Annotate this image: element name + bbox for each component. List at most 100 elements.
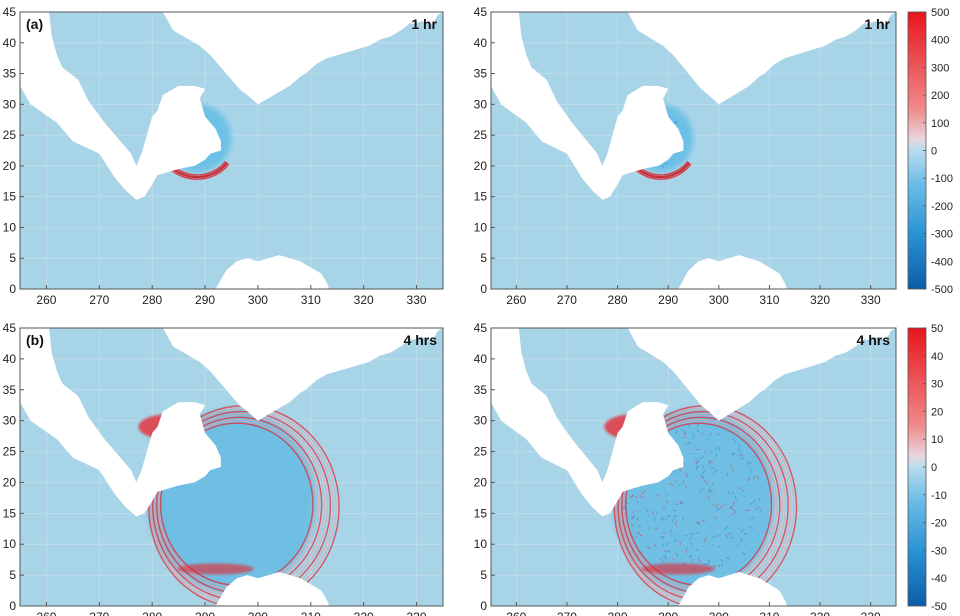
x-tick-label: 310 bbox=[759, 293, 779, 307]
x-tick-label: 290 bbox=[658, 610, 678, 616]
colorbar-tick-label: -40 bbox=[931, 573, 947, 585]
y-tick-label: 35 bbox=[3, 383, 17, 397]
y-tick-label: 40 bbox=[3, 36, 17, 50]
y-tick-label: 10 bbox=[3, 537, 17, 551]
colorbar-tick-label: 30 bbox=[931, 379, 943, 391]
y-tick-label: 20 bbox=[474, 475, 488, 489]
panel-label: (b) bbox=[26, 332, 44, 348]
x-tick-label: 260 bbox=[506, 293, 526, 307]
panel-2: 260 270 280 290 300 310 320 330 0 5 10 15 20 25 30 35 40… bbox=[474, 5, 896, 307]
x-tick-label: 300 bbox=[248, 293, 268, 307]
wave-filament bbox=[707, 438, 708, 440]
x-tick-label: 300 bbox=[709, 610, 729, 616]
x-tick-label: 270 bbox=[557, 293, 577, 307]
colorbar-tick-label: 500 bbox=[931, 7, 949, 19]
y-tick-label: 10 bbox=[474, 537, 488, 551]
panel-label: (a) bbox=[26, 16, 43, 32]
y-tick-label: 15 bbox=[3, 506, 17, 520]
y-tick-label: 15 bbox=[474, 506, 488, 520]
x-tick-label: 280 bbox=[608, 293, 628, 307]
y-tick-label: 15 bbox=[3, 190, 17, 204]
panel-3: 2602702802903003103203300510152025303540… bbox=[3, 321, 443, 616]
colorbar-tick-label: 20 bbox=[931, 406, 943, 418]
y-tick-label: 30 bbox=[474, 97, 488, 111]
y-tick-label: 0 bbox=[9, 282, 16, 296]
x-tick-label: 320 bbox=[810, 293, 830, 307]
y-tick-label: 20 bbox=[3, 475, 17, 489]
y-tick-label: 35 bbox=[3, 67, 17, 81]
colorbar-tick-label: -300 bbox=[931, 229, 953, 241]
y-tick-label: 40 bbox=[3, 352, 17, 366]
x-tick-label: 320 bbox=[354, 293, 374, 307]
colorbar-tick-label: 200 bbox=[931, 90, 949, 102]
x-tick-label: 310 bbox=[301, 610, 321, 616]
x-tick-label: 260 bbox=[36, 293, 56, 307]
x-tick-label: 270 bbox=[557, 610, 577, 616]
map-area bbox=[20, 12, 443, 289]
x-tick-label: 310 bbox=[759, 610, 779, 616]
x-tick-label: 260 bbox=[36, 610, 56, 616]
x-tick-label: 270 bbox=[89, 610, 109, 616]
y-tick-label: 20 bbox=[474, 159, 488, 173]
y-tick-label: 25 bbox=[3, 128, 17, 142]
colorbar-tick-label: 0 bbox=[931, 462, 937, 474]
wave-speckle bbox=[662, 166, 664, 168]
x-tick-label: 320 bbox=[354, 610, 374, 616]
map-area bbox=[491, 328, 896, 608]
y-tick-label: 35 bbox=[474, 383, 488, 397]
colorbar-tick-label: 100 bbox=[931, 118, 949, 130]
colorbar-tick-label: -10 bbox=[931, 490, 947, 502]
y-tick-label: 10 bbox=[3, 220, 17, 234]
y-tick-label: 0 bbox=[480, 599, 487, 613]
colorbar-tick-label: -500 bbox=[931, 284, 953, 296]
map-area bbox=[491, 12, 896, 289]
wave-speckle bbox=[665, 163, 667, 165]
y-tick-label: 5 bbox=[9, 568, 16, 582]
y-tick-label: 30 bbox=[3, 97, 17, 111]
map-area bbox=[20, 328, 443, 608]
x-tick-label: 280 bbox=[608, 610, 628, 616]
y-tick-label: 25 bbox=[474, 128, 488, 142]
colorbar-tick-label: 300 bbox=[931, 62, 949, 74]
x-tick-label: 330 bbox=[861, 610, 881, 616]
y-tick-label: 40 bbox=[474, 36, 488, 50]
x-tick-label: 290 bbox=[195, 610, 215, 616]
x-tick-label: 300 bbox=[709, 293, 729, 307]
x-tick-label: 290 bbox=[658, 293, 678, 307]
time-label: 1 hr bbox=[411, 16, 437, 32]
y-tick-label: 5 bbox=[480, 251, 487, 265]
x-tick-label: 330 bbox=[407, 610, 427, 616]
colorbar-tick-label: 10 bbox=[931, 434, 943, 446]
y-tick-label: 45 bbox=[3, 5, 17, 19]
y-tick-label: 5 bbox=[9, 251, 16, 265]
x-tick-label: 310 bbox=[301, 293, 321, 307]
y-tick-label: 40 bbox=[474, 352, 488, 366]
y-tick-label: 45 bbox=[3, 321, 17, 335]
x-tick-label: 330 bbox=[407, 293, 427, 307]
time-label: 1 hr bbox=[864, 16, 890, 32]
y-tick-label: 45 bbox=[474, 321, 488, 335]
time-label: 4 hrs bbox=[857, 332, 891, 348]
x-tick-label: 320 bbox=[810, 610, 830, 616]
colorbar-tick-label: -100 bbox=[931, 173, 953, 185]
time-label: 4 hrs bbox=[404, 332, 438, 348]
y-tick-label: 30 bbox=[3, 414, 17, 428]
panel-1: 260 270 280 290 300 310 320 3300510152025303540… bbox=[3, 5, 443, 307]
colorbar-tick-label: -200 bbox=[931, 201, 953, 213]
y-tick-label: 25 bbox=[3, 445, 17, 459]
y-tick-label: 35 bbox=[474, 67, 488, 81]
colorbar-tick-label: -400 bbox=[931, 256, 953, 268]
panel-4: 2602702802903003103203300510152025303540… bbox=[474, 321, 896, 616]
colorbar: 500 400 300 200 100 0 -100 -200 -300 -400 -500 bbox=[908, 7, 953, 296]
y-tick-label: 25 bbox=[474, 445, 488, 459]
colorbar-tick-label: -20 bbox=[931, 518, 947, 530]
y-tick-label: 0 bbox=[9, 599, 16, 613]
colorbar-tick-label: 400 bbox=[931, 35, 949, 47]
x-tick-label: 260 bbox=[506, 610, 526, 616]
colorbar: 50403020100-10-20-30-40-50 bbox=[908, 323, 947, 613]
y-tick-label: 0 bbox=[480, 282, 487, 296]
y-tick-label: 45 bbox=[474, 5, 488, 19]
y-tick-label: 30 bbox=[474, 414, 488, 428]
wave-filament bbox=[690, 442, 691, 443]
